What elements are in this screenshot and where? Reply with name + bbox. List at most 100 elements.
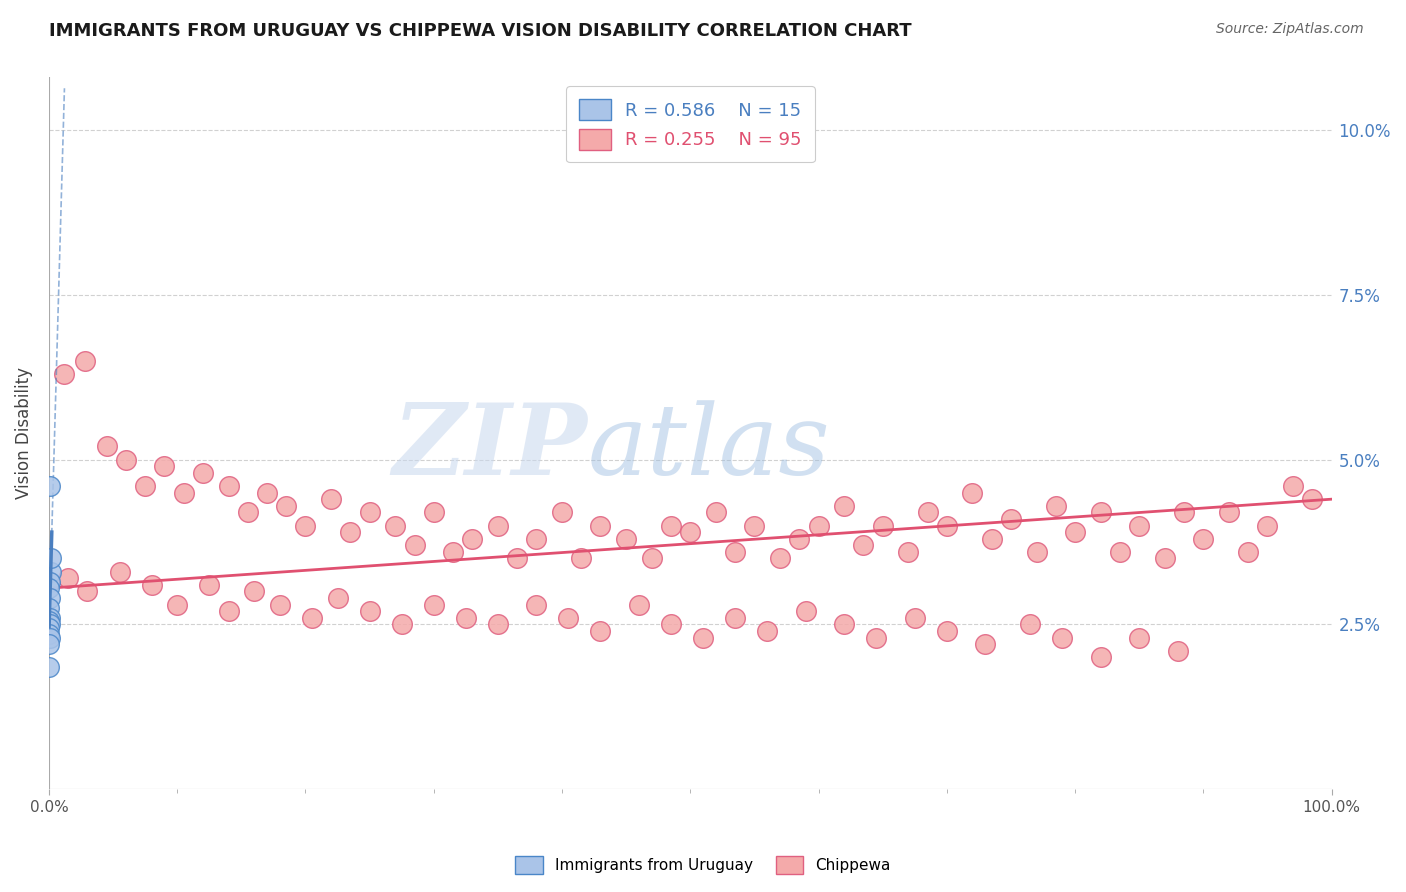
Point (38, 627, 60, 641)
Point (974, 637, 997, 651)
Point (787, 532, 810, 546)
Point (506, 551, 529, 566)
Point (935, 518, 957, 533)
Point (1045, 499, 1067, 513)
Point (641, 551, 664, 566)
Point (744, 518, 766, 533)
Point (38, 614, 60, 628)
Point (756, 624, 779, 638)
Point (486, 518, 509, 533)
Point (422, 505, 444, 519)
Point (39, 574, 62, 589)
Point (321, 492, 343, 507)
Point (1090, 505, 1112, 519)
Point (589, 624, 612, 638)
Text: ZIP: ZIP (392, 400, 588, 496)
Point (384, 518, 406, 533)
Point (1167, 644, 1189, 658)
Point (38, 617, 60, 632)
Point (1064, 525, 1087, 540)
Y-axis label: Vision Disability: Vision Disability (15, 368, 32, 500)
Point (614, 532, 637, 546)
Point (769, 551, 792, 566)
Point (218, 479, 240, 493)
Point (359, 604, 381, 618)
Point (218, 604, 240, 618)
Text: Source: ZipAtlas.com: Source: ZipAtlas.com (1216, 22, 1364, 37)
Point (807, 518, 830, 533)
Point (58, 571, 80, 585)
Point (404, 538, 426, 552)
Point (76, 584, 98, 599)
Point (38, 479, 60, 493)
Point (39, 551, 62, 566)
Point (1153, 551, 1175, 566)
Point (692, 631, 714, 645)
Point (980, 532, 1002, 546)
Point (243, 584, 266, 599)
Point (391, 617, 413, 632)
Point (872, 518, 894, 533)
Point (865, 631, 887, 645)
Point (852, 538, 875, 552)
Point (38, 611, 60, 625)
Point (276, 499, 298, 513)
Point (38, 660, 60, 674)
Text: IMMIGRANTS FROM URUGUAY VS CHIPPEWA VISION DISABILITY CORRELATION CHART: IMMIGRANTS FROM URUGUAY VS CHIPPEWA VISI… (49, 22, 912, 40)
Point (134, 479, 156, 493)
Point (1050, 631, 1073, 645)
Point (256, 485, 278, 500)
Point (551, 505, 574, 519)
Point (1128, 631, 1150, 645)
Point (461, 532, 484, 546)
Point (724, 611, 747, 625)
Point (897, 545, 920, 559)
Text: atlas: atlas (588, 400, 831, 495)
Point (1000, 512, 1022, 526)
Point (832, 617, 855, 632)
Point (166, 598, 188, 612)
Point (301, 611, 323, 625)
Point (704, 505, 727, 519)
Point (53, 367, 76, 381)
Point (962, 485, 984, 500)
Point (1025, 545, 1047, 559)
Point (569, 551, 592, 566)
Point (422, 598, 444, 612)
Point (359, 505, 381, 519)
Point (441, 545, 464, 559)
Point (38, 631, 60, 645)
Point (627, 598, 650, 612)
Legend: R = 0.586    N = 15, R = 0.255    N = 95: R = 0.586 N = 15, R = 0.255 N = 95 (565, 87, 814, 162)
Point (679, 525, 702, 540)
Point (524, 532, 547, 546)
Point (73, 353, 96, 368)
Point (1019, 617, 1042, 632)
Point (524, 598, 547, 612)
Point (96, 440, 118, 454)
Point (173, 485, 195, 500)
Point (917, 505, 939, 519)
Point (115, 452, 138, 467)
Point (1218, 505, 1240, 519)
Point (198, 578, 221, 592)
Point (794, 604, 817, 618)
Point (659, 518, 682, 533)
Legend: Immigrants from Uruguay, Chippewa: Immigrants from Uruguay, Chippewa (509, 850, 897, 880)
Point (39, 565, 62, 579)
Point (1128, 518, 1150, 533)
Point (1237, 545, 1260, 559)
Point (38, 581, 60, 595)
Point (1090, 650, 1112, 665)
Point (1173, 505, 1195, 519)
Point (935, 624, 957, 638)
Point (724, 545, 747, 559)
Point (832, 499, 855, 513)
Point (38, 637, 60, 651)
Point (153, 459, 176, 474)
Point (38, 621, 60, 635)
Point (191, 466, 214, 480)
Point (904, 611, 927, 625)
Point (38, 591, 60, 605)
Point (236, 505, 259, 519)
